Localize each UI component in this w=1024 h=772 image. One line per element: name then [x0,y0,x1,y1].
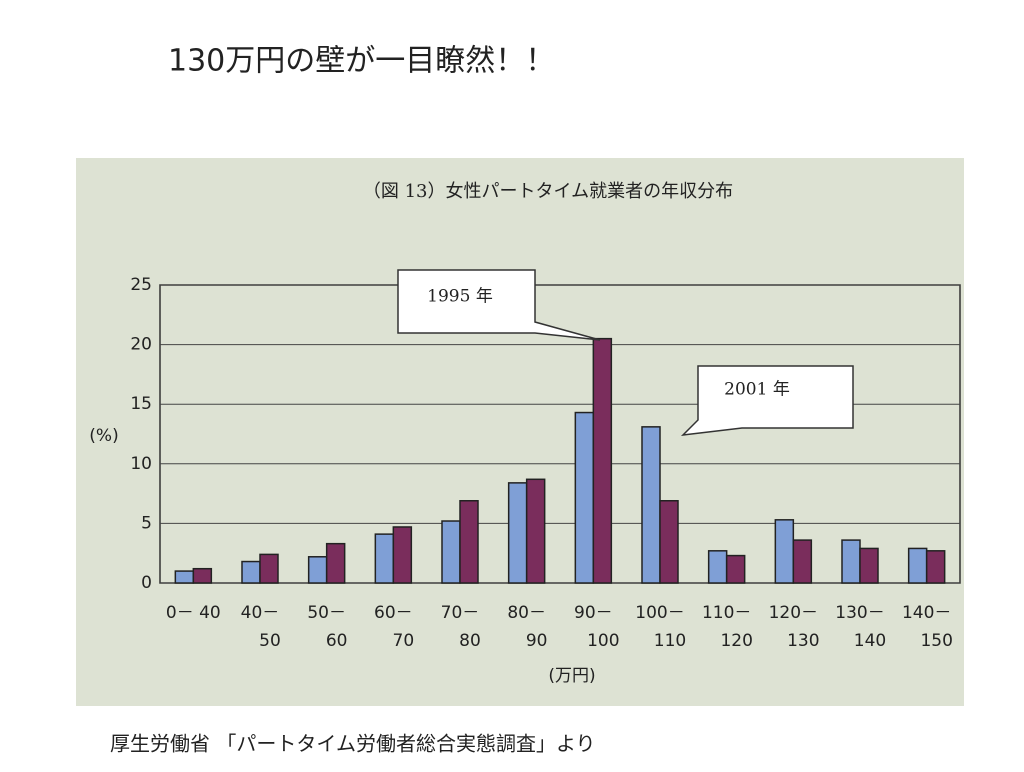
y-tick-label: 15 [130,394,152,414]
chart-title: （図 13）女性パートタイム就業者の年収分布 [363,181,733,202]
bar [774,519,795,584]
x-tick-label: 130－ [835,603,884,623]
x-tick-label: 120 [720,631,752,651]
x-tick-label: 80－ [507,603,546,623]
bar [459,500,479,584]
x-tick-label: 140 [854,631,886,651]
x-tick-label: 90 [526,631,548,651]
y-tick-label: 10 [130,454,152,474]
x-tick-label: 80 [459,631,481,651]
bar [641,426,661,584]
x-tick-label: 110－ [702,603,751,623]
bar [925,550,946,584]
bar [859,547,879,584]
bar [592,337,613,584]
bar [574,411,595,584]
x-tick-label: 60－ [374,603,413,623]
x-tick-label: 110 [654,631,686,651]
bar [192,567,213,584]
callout-label: 1995 年 [427,287,493,307]
bar [659,500,679,584]
chart-photo [76,158,964,706]
x-tick-label: 100 [587,631,619,651]
x-tick-label: 120－ [769,603,818,623]
x-tick-label: 130 [787,631,819,651]
x-tick-label: 40－ [241,603,280,623]
y-tick-label: 5 [141,513,152,533]
x-tick-label: 50－ [307,603,346,623]
plot: 0 5 10 15 20 25 0－ 40 40－ 50 50－ 60 60－ 70 70－ 80 80－ 90… [130,275,961,651]
bar [441,520,461,584]
y-tick-label: 25 [130,275,152,295]
bar [841,539,861,584]
callout [680,365,854,436]
slide-title: 130万円の壁が一目瞭然！！ [168,44,555,79]
x-tick-label: 50 [259,631,281,651]
x-tick-label: 0－ 40 [166,603,221,623]
x-tick-label: 60 [326,631,348,651]
bar [707,550,728,584]
bar [241,560,261,584]
x-tick-label: 100－ [635,603,684,623]
bar [325,542,346,584]
callout [397,269,601,341]
x-tick-label: 140－ [902,603,951,623]
callout-label: 2001 年 [724,380,790,400]
bar [507,482,528,584]
x-tick-label: 150 [920,631,952,651]
y-tick-label: 0 [141,573,152,593]
bar [792,539,813,584]
footer-note: 厚生労働省 「パートタイム労働者総合実態調査」より [110,732,596,756]
x-axis-label: (万円) [548,666,595,686]
y-axis-label: (%) [89,426,118,446]
bar [525,478,546,584]
bar [392,526,413,584]
x-tick-label: 70 [393,631,415,651]
y-tick-label: 20 [130,335,152,355]
bar [307,556,328,584]
bar [725,554,746,584]
x-tick-label: 70－ [441,603,480,623]
bar [174,570,195,584]
bar [907,547,928,584]
bar [259,553,279,584]
bar [374,533,395,584]
x-tick-label: 90－ [574,603,613,623]
